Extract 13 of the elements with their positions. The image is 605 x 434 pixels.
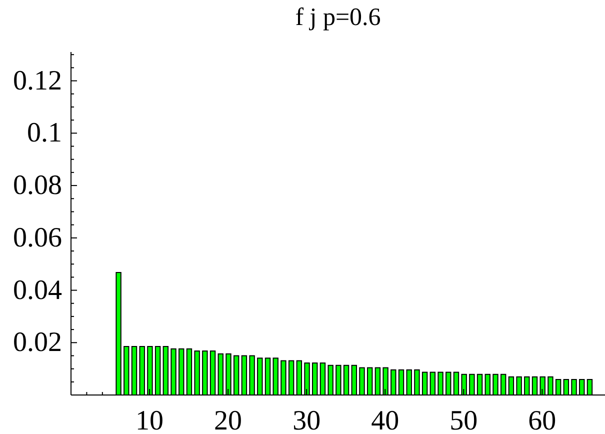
x-tick-label: 20 bbox=[214, 406, 242, 434]
y-tick-label: 0.1 bbox=[27, 118, 62, 149]
y-tick-label: 0.12 bbox=[13, 65, 62, 96]
y-tick-label: 0.04 bbox=[13, 274, 62, 306]
y-tick-label: 0.08 bbox=[13, 170, 62, 202]
chart-title: f j p=0.6 bbox=[294, 3, 382, 33]
x-tick-label: 30 bbox=[292, 406, 321, 434]
x-tick-label: 10 bbox=[136, 406, 164, 434]
x-tick-label: 60 bbox=[528, 406, 556, 434]
x-tick-label: 40 bbox=[371, 406, 400, 434]
y-tick-label: 0.02 bbox=[13, 327, 62, 358]
x-tick-label: 50 bbox=[450, 406, 478, 434]
y-tick-label: 0.06 bbox=[13, 222, 62, 254]
